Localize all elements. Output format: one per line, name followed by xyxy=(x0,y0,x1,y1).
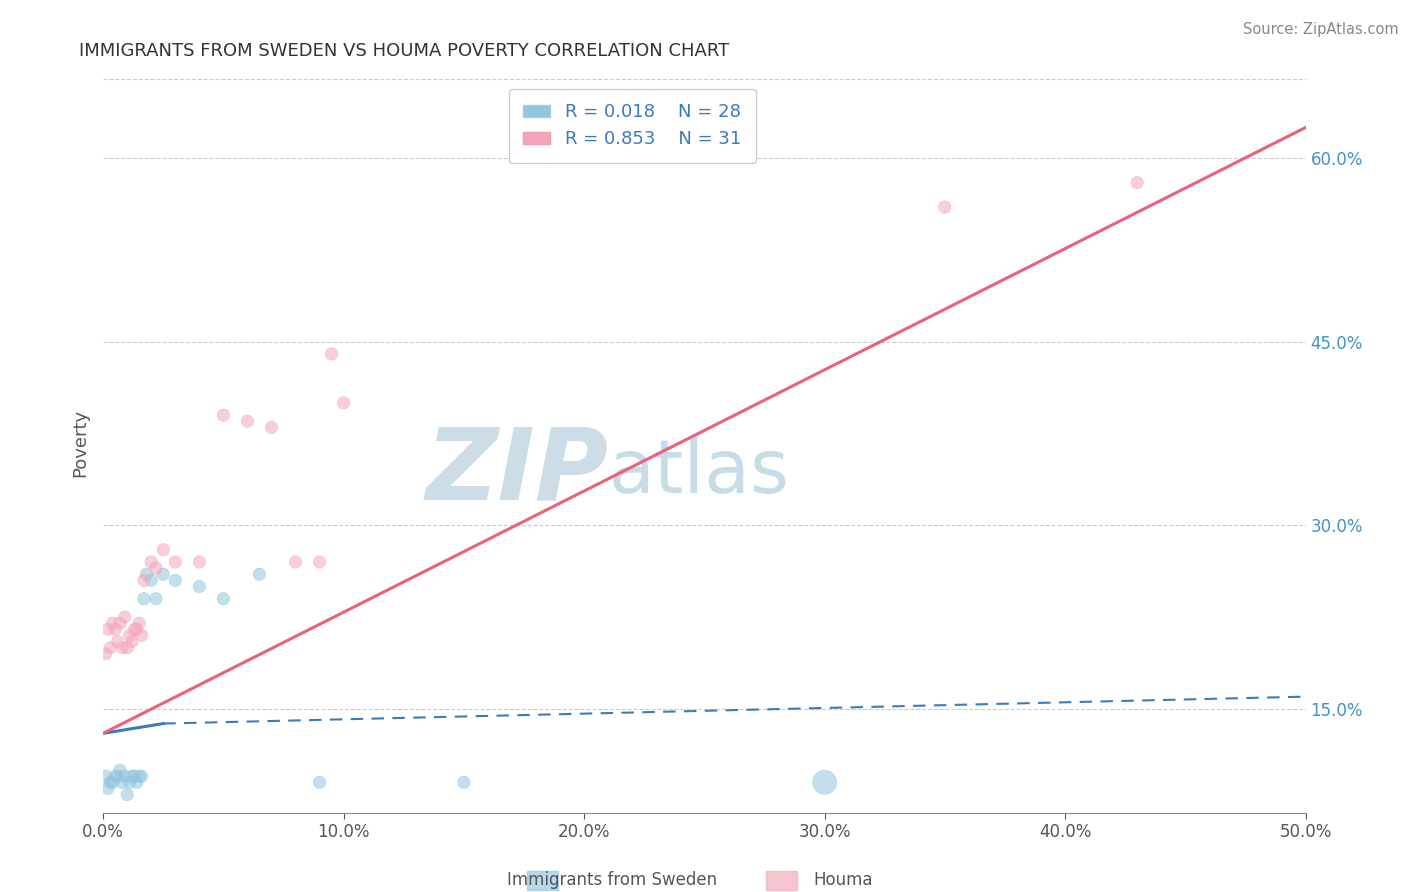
Point xyxy=(165,574,187,588)
Point xyxy=(128,616,150,631)
Point xyxy=(332,396,354,410)
Point xyxy=(118,628,141,642)
Point xyxy=(453,775,475,789)
Point xyxy=(132,574,155,588)
Point xyxy=(260,420,283,434)
Point xyxy=(114,610,136,624)
Point xyxy=(249,567,271,582)
Point xyxy=(1126,176,1149,190)
Text: IMMIGRANTS FROM SWEDEN VS HOUMA POVERTY CORRELATION CHART: IMMIGRANTS FROM SWEDEN VS HOUMA POVERTY … xyxy=(79,42,730,60)
Point xyxy=(128,769,150,783)
Point xyxy=(94,769,117,783)
Point xyxy=(118,775,141,789)
Point xyxy=(111,640,134,655)
Point xyxy=(114,769,136,783)
Point xyxy=(284,555,307,569)
Point xyxy=(188,579,211,593)
Text: atlas: atlas xyxy=(609,436,789,508)
Y-axis label: Poverty: Poverty xyxy=(72,409,89,476)
Text: Houma: Houma xyxy=(814,871,873,888)
Point xyxy=(165,555,187,569)
Point xyxy=(94,647,117,661)
Point xyxy=(121,634,143,648)
Point xyxy=(141,555,163,569)
Point xyxy=(188,555,211,569)
Point xyxy=(813,775,835,789)
Point xyxy=(145,561,167,575)
Point xyxy=(121,769,143,783)
Point xyxy=(104,769,127,783)
Point xyxy=(111,775,134,789)
Point xyxy=(321,347,343,361)
Point xyxy=(98,640,121,655)
Point xyxy=(152,567,174,582)
Point xyxy=(97,623,120,637)
Point xyxy=(98,775,121,789)
Point xyxy=(141,574,163,588)
Point xyxy=(125,775,148,789)
Point xyxy=(308,775,330,789)
Point xyxy=(101,616,124,631)
Point xyxy=(97,781,120,796)
Point xyxy=(135,567,157,582)
Point xyxy=(107,769,129,783)
Point xyxy=(132,591,155,606)
Point xyxy=(212,408,235,422)
Point xyxy=(108,616,131,631)
Text: Source: ZipAtlas.com: Source: ZipAtlas.com xyxy=(1243,22,1399,37)
Point xyxy=(115,640,138,655)
Point xyxy=(236,414,259,428)
Point xyxy=(131,769,153,783)
Text: Immigrants from Sweden: Immigrants from Sweden xyxy=(506,871,717,888)
Point xyxy=(212,591,235,606)
Point xyxy=(108,763,131,777)
Text: ZIP: ZIP xyxy=(425,424,609,521)
Legend: R = 0.018    N = 28, R = 0.853    N = 31: R = 0.018 N = 28, R = 0.853 N = 31 xyxy=(509,89,755,162)
Point xyxy=(145,591,167,606)
Point xyxy=(104,623,127,637)
Point xyxy=(934,200,956,214)
Point xyxy=(101,775,124,789)
Point xyxy=(308,555,330,569)
Point xyxy=(107,634,129,648)
Point xyxy=(152,542,174,557)
Point xyxy=(115,788,138,802)
Point xyxy=(124,623,146,637)
Point xyxy=(125,623,148,637)
Point xyxy=(131,628,153,642)
Point xyxy=(124,769,146,783)
